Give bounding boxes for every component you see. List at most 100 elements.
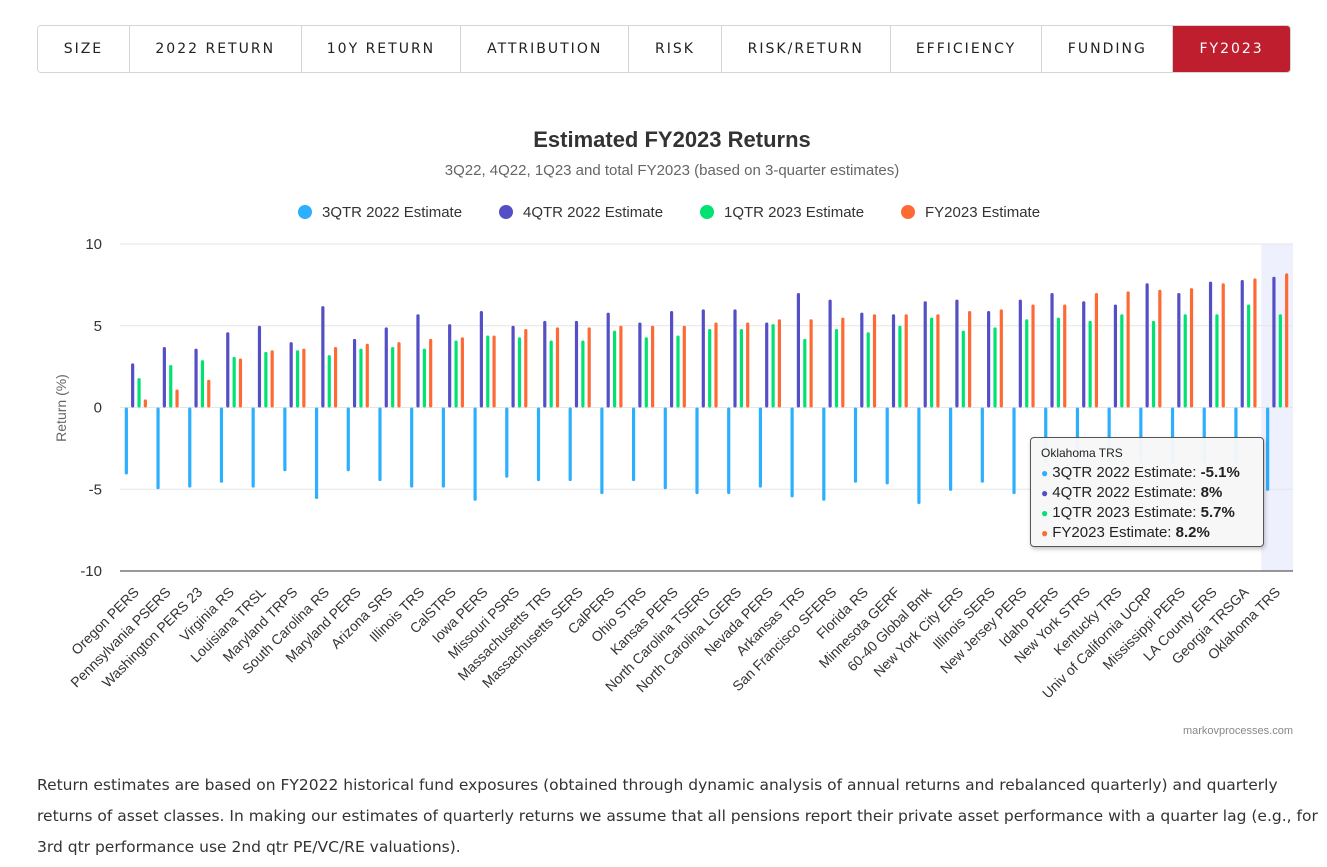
bar[interactable] [828, 299, 832, 408]
bar[interactable] [1012, 407, 1016, 495]
bar[interactable] [1018, 299, 1022, 408]
bar[interactable] [872, 314, 877, 408]
bar[interactable] [314, 407, 319, 500]
bar[interactable] [1151, 320, 1156, 408]
bar[interactable] [441, 407, 445, 488]
bar[interactable] [600, 407, 604, 495]
bar[interactable] [638, 322, 642, 408]
tab-funding[interactable]: FUNDING [1042, 26, 1174, 72]
tab-efficiency[interactable]: EFFICIENCY [890, 26, 1043, 72]
bar[interactable] [486, 335, 490, 408]
bar[interactable] [378, 407, 382, 482]
bar[interactable] [188, 407, 192, 488]
bar[interactable] [777, 319, 782, 408]
bar[interactable] [226, 332, 230, 408]
bar[interactable] [1025, 319, 1029, 408]
legend-item[interactable]: 1QTR 2023 Estimate [700, 204, 864, 221]
bar[interactable] [695, 407, 699, 495]
bar[interactable] [644, 337, 648, 408]
bar[interactable] [1126, 291, 1130, 408]
bar[interactable] [1278, 314, 1282, 408]
bar[interactable] [1240, 279, 1244, 408]
bar[interactable] [796, 293, 801, 408]
bar[interactable] [1253, 278, 1257, 408]
bar[interactable] [391, 347, 395, 408]
bar[interactable] [708, 329, 712, 408]
bar[interactable] [961, 330, 965, 408]
bar[interactable] [473, 407, 477, 501]
bar[interactable] [1050, 293, 1054, 408]
bar[interactable] [841, 317, 845, 408]
bar[interactable] [169, 364, 173, 408]
bar[interactable] [175, 389, 179, 408]
bar[interactable] [1082, 301, 1086, 408]
bar[interactable] [555, 327, 560, 408]
bar[interactable] [980, 407, 984, 483]
chart-credit[interactable]: markovprocesses.com [1182, 725, 1293, 737]
bar[interactable] [352, 338, 357, 408]
bar[interactable] [574, 320, 579, 408]
bar[interactable] [302, 348, 306, 408]
tab-attribution[interactable]: ATTRIBUTION [461, 26, 630, 72]
bar[interactable] [536, 407, 541, 482]
bar[interactable] [1031, 304, 1035, 408]
bar[interactable] [200, 360, 205, 408]
bar[interactable] [987, 311, 991, 408]
bar[interactable] [1063, 304, 1067, 408]
bar[interactable] [1088, 320, 1092, 408]
tab-10y-return[interactable]: 10Y RETURN [301, 26, 462, 72]
bar[interactable] [295, 350, 300, 408]
bar[interactable] [663, 407, 667, 490]
bar[interactable] [809, 319, 813, 408]
bar[interactable] [384, 327, 388, 408]
bar[interactable] [771, 324, 775, 408]
bar[interactable] [137, 378, 141, 408]
bar[interactable] [429, 338, 433, 408]
bar[interactable] [968, 311, 972, 408]
bar[interactable] [993, 327, 997, 408]
bar[interactable] [194, 348, 198, 408]
bar[interactable] [479, 311, 483, 408]
bar[interactable] [930, 317, 934, 408]
bar[interactable] [949, 407, 953, 491]
bar[interactable] [1056, 317, 1061, 408]
bar[interactable] [1208, 281, 1213, 408]
bar[interactable] [251, 407, 255, 488]
bar[interactable] [803, 338, 807, 408]
bar[interactable] [714, 322, 718, 408]
bar[interactable] [866, 332, 870, 408]
bar[interactable] [238, 358, 243, 408]
bar[interactable] [422, 348, 426, 408]
bar[interactable] [1113, 304, 1118, 408]
bar[interactable] [492, 335, 496, 408]
bar[interactable] [1189, 288, 1194, 408]
bar[interactable] [264, 351, 268, 408]
bar[interactable] [587, 327, 591, 408]
bar[interactable] [1145, 283, 1149, 408]
bar[interactable] [727, 407, 731, 495]
bar[interactable] [676, 335, 680, 408]
bar[interactable] [410, 407, 414, 488]
bar[interactable] [581, 340, 585, 408]
bar[interactable] [207, 379, 211, 408]
bar[interactable] [359, 348, 363, 408]
bar[interactable] [219, 407, 224, 483]
bar[interactable] [822, 407, 826, 501]
bar[interactable] [333, 347, 338, 408]
bar[interactable] [143, 399, 147, 408]
bar[interactable] [1094, 293, 1099, 408]
bar[interactable] [156, 407, 160, 490]
bar[interactable] [1272, 276, 1276, 408]
bar[interactable] [765, 322, 769, 408]
bar[interactable] [283, 407, 287, 472]
bar[interactable] [327, 355, 331, 408]
bar[interactable] [936, 314, 940, 408]
bar[interactable] [746, 322, 750, 408]
bar[interactable] [739, 329, 744, 408]
tab-fy2023[interactable]: FY2023 [1173, 26, 1290, 72]
bar[interactable] [524, 329, 528, 408]
bar[interactable] [321, 306, 325, 408]
bar[interactable] [454, 340, 458, 408]
bar[interactable] [955, 299, 959, 408]
bar[interactable] [416, 314, 420, 408]
